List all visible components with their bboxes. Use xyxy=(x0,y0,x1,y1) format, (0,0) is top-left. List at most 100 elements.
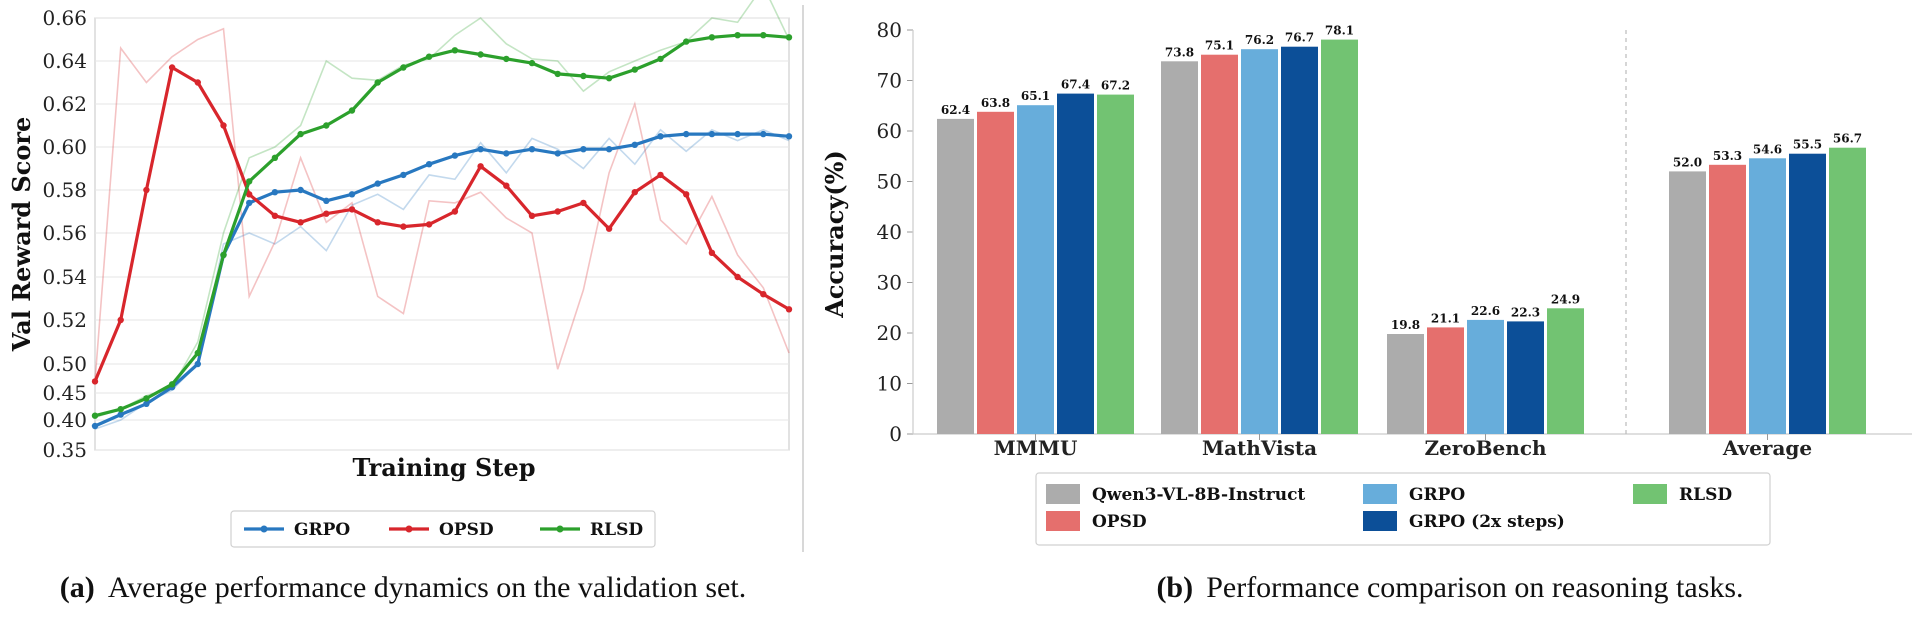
line-point-opsd xyxy=(425,221,433,228)
bar-legend-swatch-rlsd xyxy=(1633,484,1667,504)
bar-average-qwen3-vl-8b-instruct xyxy=(1669,171,1706,434)
bar-legend-label: GRPO (2x steps) xyxy=(1409,512,1565,532)
bar-y-tick-label: 0 xyxy=(889,422,902,446)
line-point-opsd xyxy=(168,64,176,71)
bar-mmmu-grpo-2x-steps- xyxy=(1057,93,1094,434)
bar-legend-swatch-grpo-2x-steps- xyxy=(1363,511,1397,531)
bar-data-label: 54.6 xyxy=(1753,142,1782,156)
line-point-grpo xyxy=(297,186,304,194)
line-point-grpo xyxy=(657,133,664,140)
line-x-axis-label: Training Step xyxy=(352,453,535,482)
caption-b: (b) Performance comparison on reasoning … xyxy=(1156,571,1743,604)
bar-data-label: 55.5 xyxy=(1793,138,1822,152)
bar-data-label: 75.1 xyxy=(1205,39,1234,53)
line-point-rlsd xyxy=(760,32,767,39)
bar-data-label: 67.2 xyxy=(1101,79,1130,93)
line-point-opsd xyxy=(451,208,459,215)
line-point-grpo xyxy=(348,191,356,198)
line-point-grpo xyxy=(708,130,716,138)
line-legend-label-opsd: OPSD xyxy=(439,520,494,540)
bar-mmmu-opsd xyxy=(977,111,1014,435)
bar-category-label-average: Average xyxy=(1722,436,1812,460)
line-point-rlsd xyxy=(631,66,638,73)
line-point-opsd xyxy=(580,199,587,207)
line-point-grpo xyxy=(117,411,124,418)
line-point-grpo xyxy=(760,130,767,138)
bar-legend-swatch-qwen3-vl-8b-instruct xyxy=(1046,484,1080,504)
line-point-grpo xyxy=(503,150,510,157)
line-point-rlsd xyxy=(117,406,124,413)
line-point-opsd xyxy=(554,208,561,215)
line-raw-rlsd xyxy=(94,0,790,419)
line-point-opsd xyxy=(605,225,613,232)
bar-y-tick-label: 50 xyxy=(877,170,902,194)
line-point-opsd xyxy=(528,212,536,219)
line-y-tick-label: 0.54 xyxy=(42,265,87,289)
bar-average-grpo xyxy=(1749,158,1786,435)
line-point-rlsd xyxy=(168,381,176,388)
line-y-tick-label: 0.66 xyxy=(42,6,87,30)
line-point-grpo xyxy=(194,360,201,368)
line-point-opsd xyxy=(374,219,381,226)
bar-mathvista-grpo-2x-steps- xyxy=(1281,46,1318,434)
line-point-rlsd xyxy=(785,34,793,41)
bar-zerobench-rlsd xyxy=(1547,308,1584,434)
line-chart: 0.35 0.40 0.45 0.50 0.52 0.54 0.56 0.58 0.60 0.62… xyxy=(7,0,793,548)
line-y-tick-label: 0.45 xyxy=(42,381,87,405)
bar-mmmu-grpo xyxy=(1017,105,1054,434)
line-point-rlsd xyxy=(734,32,741,39)
line-point-opsd xyxy=(631,189,638,196)
line-series-opsd xyxy=(93,65,790,383)
bar-y-ticks: 0 10 20 30 40 50 60 70 80 xyxy=(877,18,913,446)
caption-a-text: Average performance dynamics on the vali… xyxy=(108,571,746,604)
line-point-grpo xyxy=(425,161,433,168)
line-legend-marker-grpo xyxy=(260,525,268,533)
bar-y-tick-label: 20 xyxy=(877,321,902,345)
line-point-rlsd xyxy=(246,178,253,185)
line-y-tick-label: 0.40 xyxy=(42,408,87,432)
bar-data-label: 56.7 xyxy=(1833,132,1862,146)
line-point-rlsd xyxy=(323,122,330,129)
line-point-opsd xyxy=(708,249,716,256)
line-point-opsd xyxy=(734,273,741,281)
bar-data-label: 52.0 xyxy=(1673,155,1702,169)
line-point-grpo xyxy=(528,146,536,153)
line-point-rlsd xyxy=(683,38,690,45)
line-point-rlsd xyxy=(143,395,150,402)
bar-data-label: 53.3 xyxy=(1713,149,1742,163)
line-legend-marker-rlsd xyxy=(556,525,564,533)
line-point-rlsd xyxy=(580,72,587,80)
line-y-ticks: 0.35 0.40 0.45 0.50 0.52 0.54 0.56 0.58 0.60 0.62… xyxy=(42,6,87,462)
bar-data-label: 24.9 xyxy=(1551,292,1580,306)
line-point-rlsd xyxy=(374,79,381,86)
line-raw-opsd xyxy=(94,27,790,382)
line-point-opsd xyxy=(117,316,124,324)
bar-legend-label: Qwen3-VL-8B-Instruct xyxy=(1092,485,1305,505)
line-point-rlsd xyxy=(477,51,484,58)
line-point-grpo xyxy=(683,130,690,138)
line-point-opsd xyxy=(503,182,510,189)
bar-data-label: 62.4 xyxy=(941,103,970,117)
line-point-grpo xyxy=(91,422,99,430)
bar-y-axis-label: Accuracy(%) xyxy=(820,150,849,319)
bar-chart: 0 10 20 30 40 50 60 70 80 62.4 63.8 65.1 67.4 67.2 73… xyxy=(820,18,1912,546)
bar-average-opsd xyxy=(1709,164,1746,435)
bar-zerobench-opsd xyxy=(1427,327,1464,434)
bar-average-grpo-2x-steps- xyxy=(1789,153,1826,434)
line-y-tick-label: 0.62 xyxy=(42,92,87,116)
bar-mathvista-grpo xyxy=(1241,49,1278,434)
line-point-rlsd xyxy=(528,59,536,67)
bar-mmmu-rlsd xyxy=(1097,94,1134,434)
line-y-tick-label: 0.58 xyxy=(42,178,87,202)
bar-data-label: 73.8 xyxy=(1165,45,1194,59)
line-point-rlsd xyxy=(708,34,716,41)
line-point-opsd xyxy=(297,219,304,226)
line-point-opsd xyxy=(657,171,664,179)
bar-y-tick-label: 70 xyxy=(877,69,902,93)
bar-data-label: 21.1 xyxy=(1431,311,1460,325)
line-point-opsd xyxy=(271,212,279,219)
bar-legend-label: RLSD xyxy=(1679,485,1732,505)
bar-data-label: 67.4 xyxy=(1061,78,1090,92)
bar-legend-label: OPSD xyxy=(1092,512,1147,532)
bar-legend-swatch-grpo xyxy=(1363,484,1397,504)
